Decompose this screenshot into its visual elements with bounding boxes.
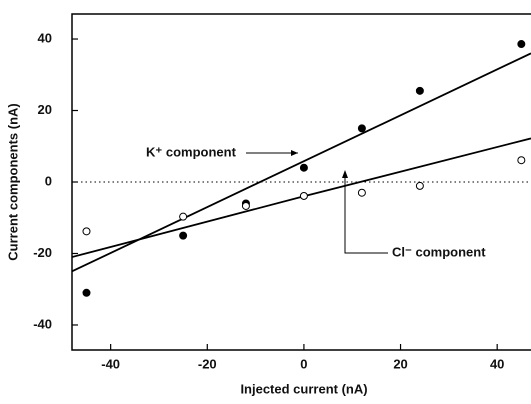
- data-point: [415, 181, 424, 190]
- data-point: [179, 231, 188, 240]
- y-tick-label: 40: [38, 30, 52, 45]
- data-point: [415, 86, 424, 95]
- data-point: [82, 288, 91, 297]
- y-tick-label: 20: [38, 102, 52, 117]
- annotation: K⁺ component: [146, 144, 237, 159]
- y-axis-label: Current components (nA): [5, 103, 20, 260]
- annotation: Cl⁻ component: [392, 244, 486, 259]
- data-point: [179, 212, 188, 221]
- data-point: [517, 40, 526, 49]
- x-tick-label: -40: [101, 356, 120, 371]
- arrow-head: [291, 150, 298, 156]
- data-point: [241, 201, 250, 210]
- arrow-head: [342, 170, 348, 178]
- x-tick-label: -20: [198, 356, 217, 371]
- data-point: [299, 163, 308, 172]
- y-tick-label: 0: [45, 173, 52, 188]
- x-tick-label: 40: [490, 356, 504, 371]
- data-point: [82, 227, 91, 236]
- data-point: [299, 191, 308, 200]
- x-axis-label: Injected current (nA): [240, 381, 367, 396]
- x-tick-label: 0: [300, 356, 307, 371]
- y-tick-label: -20: [33, 245, 52, 260]
- annotation-arrow: [344, 172, 388, 254]
- x-tick-label: 20: [393, 356, 407, 371]
- y-tick-label: -40: [33, 316, 52, 331]
- data-point: [517, 156, 526, 165]
- fit-line: [71, 52, 531, 273]
- data-point: [357, 124, 366, 133]
- data-point: [357, 188, 366, 197]
